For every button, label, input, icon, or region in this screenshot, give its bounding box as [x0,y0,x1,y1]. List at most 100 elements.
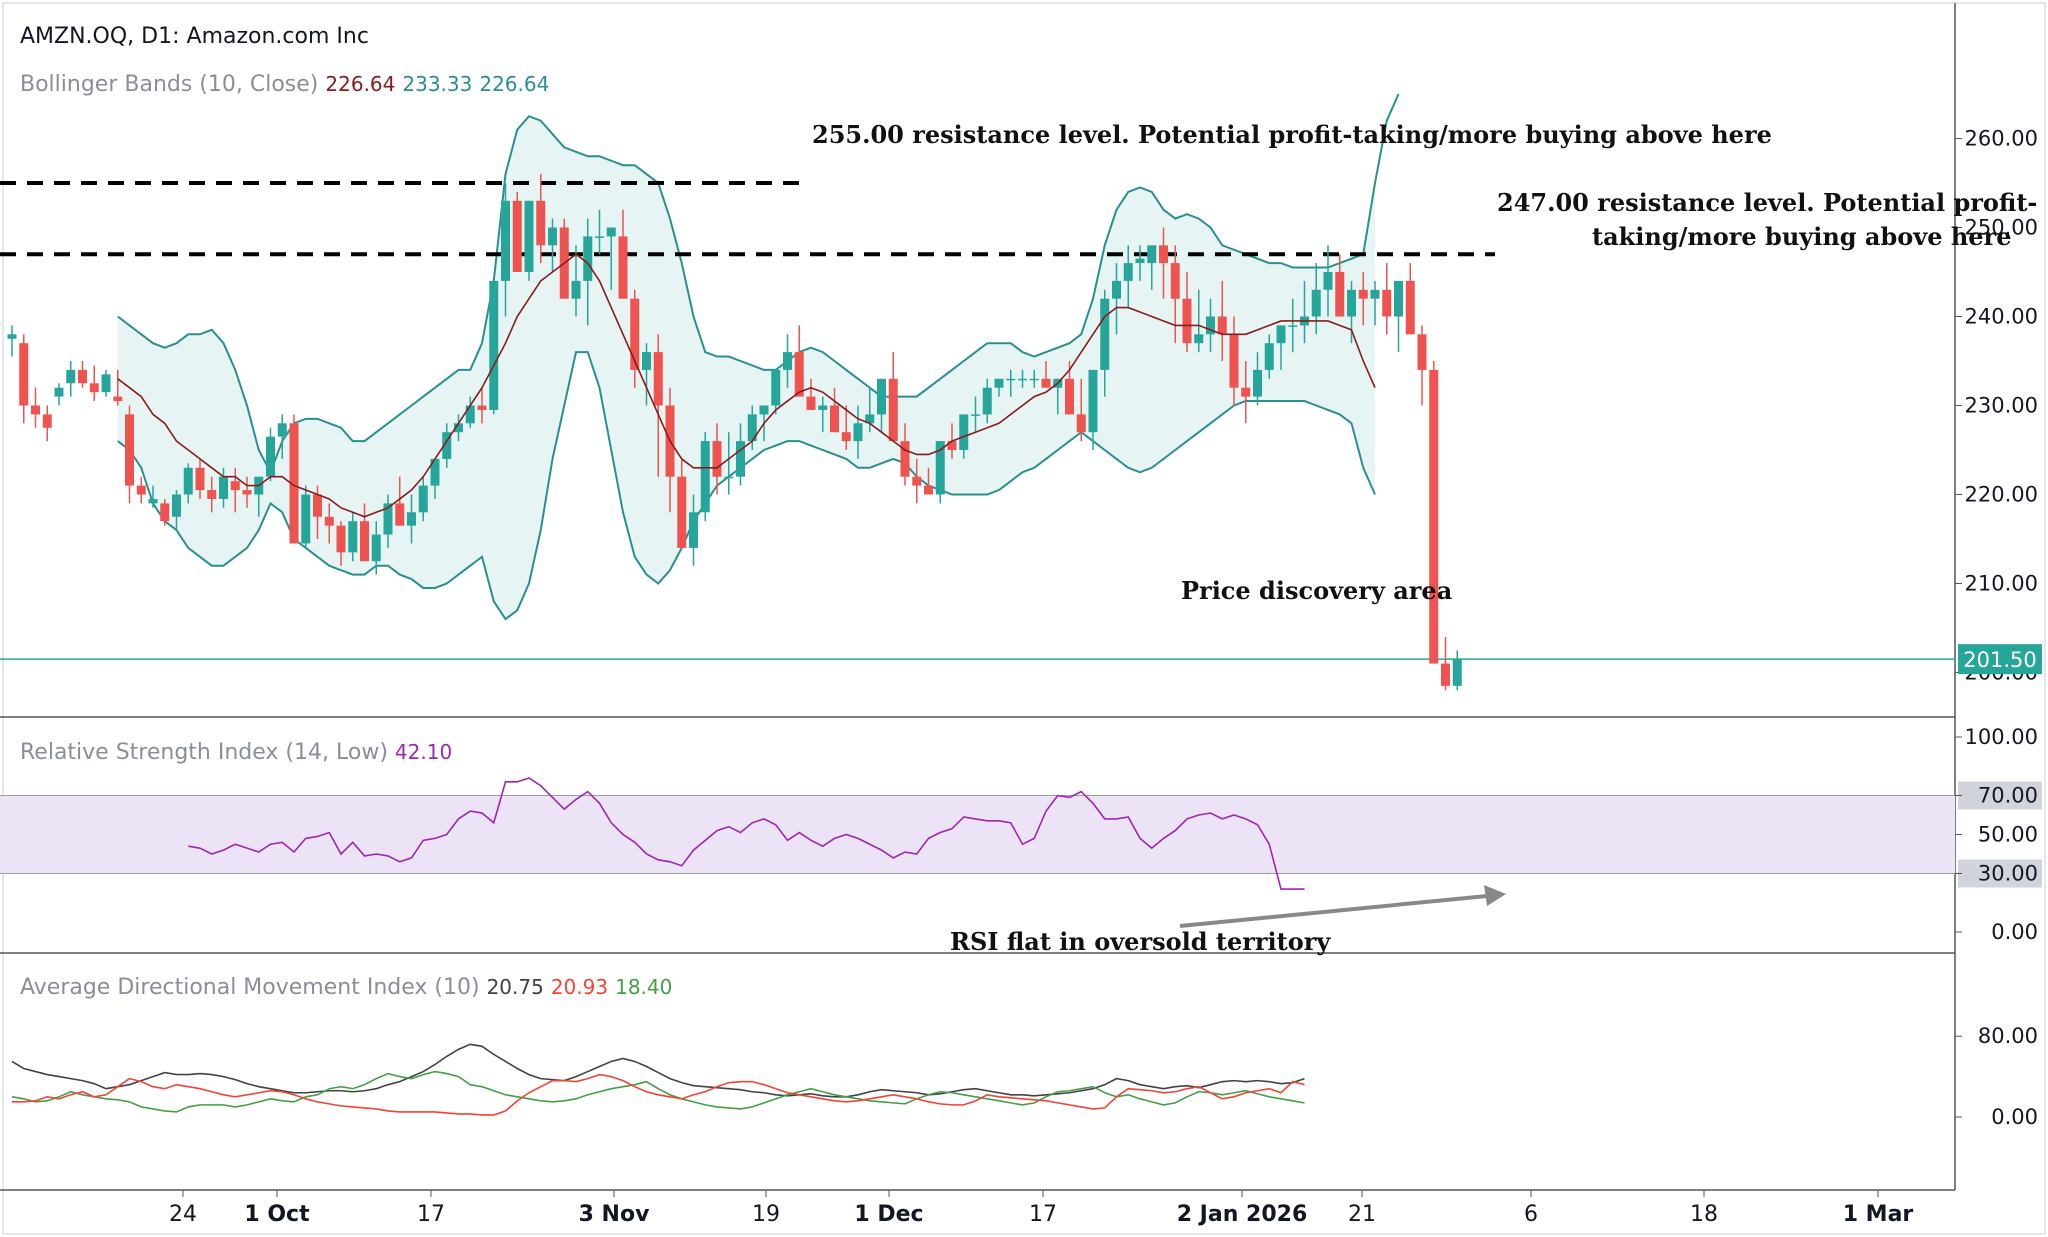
candle [689,494,698,566]
candle-body [1006,378,1016,381]
candle [1018,369,1027,388]
candle-body [183,467,193,495]
candle-body [642,352,651,370]
last-price-badge [1958,644,2042,675]
rsi-band-badge [1958,859,2042,888]
candle-body [1382,289,1392,317]
candle-body [1253,369,1262,397]
candle [1394,280,1403,353]
candle [1123,245,1133,308]
candle-body [1229,334,1239,388]
candle-body [1194,334,1204,344]
candle [1194,289,1204,353]
candle [1182,272,1192,353]
rsi-tick-label: 70.00 [1978,784,2038,808]
candle [266,427,275,482]
candle-body [54,387,64,397]
candle-body [1076,414,1086,433]
candle-body [336,525,346,553]
candle-body [1241,387,1251,397]
candle [454,414,463,442]
candle-body [465,405,475,424]
candle-body [1135,258,1145,264]
di-minus-line [12,1073,1305,1116]
candle-body [677,476,687,548]
bollinger-legend: Bollinger Bands (10, Close) 226.64 233.3… [20,72,549,97]
candle-body [1159,245,1168,264]
candle [54,383,64,406]
candle-body [7,334,17,339]
candle [348,512,358,562]
candle-body [195,467,205,491]
time-tick-label: 17 [1029,1202,1057,1227]
candle-body [136,485,146,495]
candle [653,334,663,477]
candle [1288,298,1298,353]
resistance-247-annotation-line2: taking/more buying above here [1592,222,2012,251]
candle [559,218,569,299]
candle [465,396,475,428]
candle-body [1170,263,1180,299]
price-tick-label: 230.00 [1965,394,2038,418]
candle [771,369,781,415]
candle [794,325,804,397]
candle-body [606,227,616,237]
candle-body [348,521,358,553]
candle [524,200,534,281]
candle [477,387,487,424]
rsi-tick-label: 50.00 [1978,823,2038,847]
rsi-band-fill [0,795,1955,874]
candle [806,378,816,410]
candle-body [524,200,534,272]
candle [78,361,87,388]
candle [994,378,1004,397]
adx-label: Average Directional Movement Index (10) [20,975,480,1000]
candle-body [712,441,722,477]
candle [1335,254,1345,317]
candle-body [841,432,851,442]
candle [1006,369,1016,397]
candle-body [924,485,933,495]
candle [830,387,839,433]
candle [841,405,851,450]
candle [1347,280,1356,344]
rsi-line [188,777,1305,890]
candle-body [489,280,499,410]
candle [66,361,76,397]
candle [371,521,381,575]
candle-body [771,369,781,406]
candle [677,458,687,548]
candle [1065,361,1074,415]
candle-body [230,481,240,491]
time-tick-label: 6 [1524,1202,1538,1227]
candle [1429,361,1439,664]
candle-body [160,503,170,522]
bb-value-basis: 226.64 [325,72,396,96]
candle-body [1018,378,1027,381]
candle [1382,263,1392,335]
candle-body [1112,280,1121,299]
candle-body [1206,316,1215,335]
candle [160,498,170,526]
candle-body [877,378,886,415]
candle [1323,245,1333,317]
candle-body [571,280,581,299]
candle [642,343,651,406]
candle-body [595,236,604,238]
candle [289,414,299,544]
candle-body [583,236,593,281]
candle [982,378,992,424]
candle [1405,263,1415,335]
candle [113,369,123,406]
candle-body [689,512,698,548]
candle-body [266,436,275,477]
candle-body [19,343,29,406]
rsi-tick-label: 0.00 [1991,920,2038,944]
candle [1076,378,1086,442]
candle [89,365,99,402]
candle-body [994,378,1004,388]
candle-body [1311,289,1321,317]
candle-body [1417,334,1427,370]
